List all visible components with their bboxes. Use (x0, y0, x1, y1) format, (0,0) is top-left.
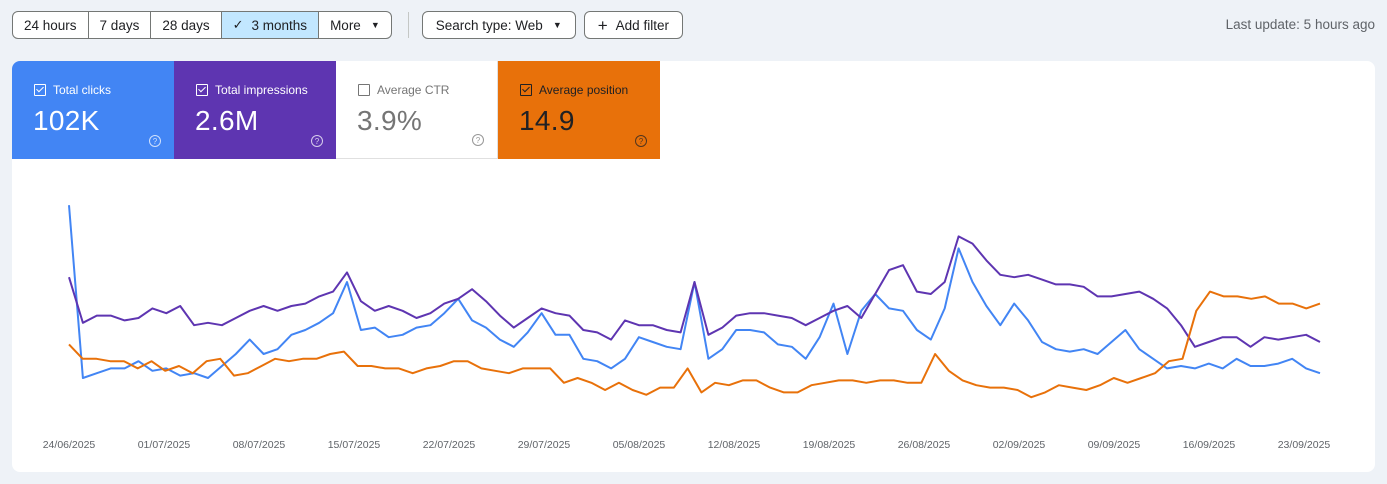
more-ranges-button[interactable]: More ▼ (319, 12, 391, 38)
toolbar: 24 hours 7 days 28 days ✓ 3 months More … (12, 11, 691, 39)
last-update-text: Last update: 5 hours ago (1225, 17, 1375, 32)
range-24-hours[interactable]: 24 hours (13, 12, 89, 38)
add-filter-button[interactable]: + Add filter (583, 11, 683, 39)
x-tick-label: 05/08/2025 (613, 439, 666, 451)
metric-total-impressions[interactable]: Total impressions 2.6M ? (174, 61, 336, 159)
metric-label: Total clicks (53, 83, 112, 97)
x-tick-label: 19/08/2025 (803, 439, 856, 451)
performance-chart: 24/06/2025 01/07/2025 08/07/2025 15/07/2025… (43, 205, 1331, 451)
x-tick-label: 01/07/2025 (138, 439, 191, 451)
toolbar-divider (407, 12, 409, 38)
x-tick-label: 22/07/2025 (423, 439, 476, 451)
metric-value: 3.9% (357, 105, 423, 136)
metric-average-ctr[interactable]: Average CTR 3.9% ? (336, 61, 498, 159)
metric-value: 14.9 (519, 105, 575, 136)
range-3-months-label: 3 months (251, 17, 308, 33)
x-tick-label: 23/09/2025 (1278, 439, 1331, 451)
checkbox-unchecked-icon[interactable] (358, 84, 370, 96)
metric-label-row: Total clicks (34, 83, 111, 97)
metric-total-clicks[interactable]: Total clicks 102K ? (12, 61, 174, 159)
add-filter-label: Add filter (615, 17, 669, 33)
x-tick-label: 09/09/2025 (1088, 439, 1141, 451)
help-icon[interactable]: ? (149, 135, 161, 147)
range-7-days[interactable]: 7 days (89, 12, 152, 38)
help-icon[interactable]: ? (472, 134, 484, 146)
metric-value: 102K (33, 105, 100, 136)
caret-down-icon: ▼ (370, 20, 380, 30)
range-3-months[interactable]: ✓ 3 months (221, 12, 320, 38)
x-tick-label: 24/06/2025 (43, 439, 96, 451)
x-tick-label: 16/09/2025 (1183, 439, 1236, 451)
checkmark-icon: ✓ (232, 17, 244, 32)
metric-label: Average CTR (377, 83, 450, 97)
range-28-days[interactable]: 28 days (151, 12, 222, 38)
metric-tabs: Total clicks 102K ? Total impressions 2.… (12, 61, 660, 159)
series-line-impressions (68, 235, 1321, 348)
x-tick-label: 26/08/2025 (898, 439, 951, 451)
more-label: More (330, 17, 361, 33)
metric-label-row: Average CTR (358, 83, 449, 97)
performance-card: 24/06/2025 01/07/2025 08/07/2025 15/07/2025… (12, 61, 1375, 472)
search-type-filter[interactable]: Search type: Web ▼ (421, 11, 576, 39)
metric-label-row: Total impressions (196, 83, 308, 97)
help-icon[interactable]: ? (635, 135, 647, 147)
plus-icon: + (597, 15, 608, 35)
checkbox-checked-icon[interactable] (34, 84, 46, 96)
help-icon[interactable]: ? (311, 135, 323, 147)
x-tick-label: 02/09/2025 (993, 439, 1046, 451)
search-type-label: Search type: Web (435, 17, 543, 33)
checkbox-checked-icon[interactable] (196, 84, 208, 96)
metric-label: Total impressions (215, 83, 308, 97)
metric-value: 2.6M (195, 105, 259, 136)
x-tick-label: 15/07/2025 (328, 439, 381, 451)
x-tick-label: 12/08/2025 (708, 439, 761, 451)
series-line-position (68, 290, 1321, 399)
caret-down-icon: ▼ (552, 20, 562, 30)
metric-label-row: Average position (520, 83, 628, 97)
series-line-clicks (68, 205, 1321, 379)
metric-average-position[interactable]: Average position 14.9 ? (498, 61, 660, 159)
date-range-selector: 24 hours 7 days 28 days ✓ 3 months More … (12, 11, 392, 39)
x-tick-label: 08/07/2025 (233, 439, 286, 451)
x-tick-label: 29/07/2025 (518, 439, 571, 451)
checkbox-checked-icon[interactable] (520, 84, 532, 96)
metric-label: Average position (539, 83, 629, 97)
